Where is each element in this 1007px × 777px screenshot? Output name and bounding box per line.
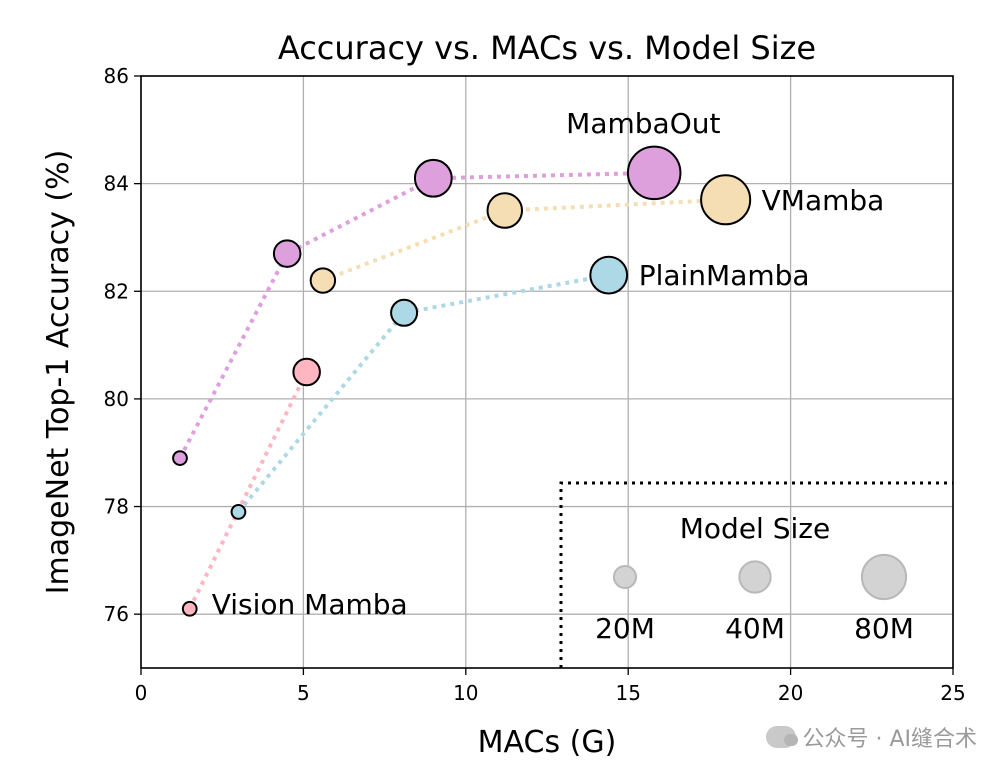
plot-frame [140, 75, 954, 669]
x-tick-label: 15 [615, 681, 640, 705]
y-tick-label: 76 [104, 602, 129, 626]
data-point [309, 267, 337, 294]
data-point [390, 298, 419, 327]
data-point [181, 600, 198, 617]
watermark-text: 公众号 · AI缝合术 [802, 727, 977, 752]
data-point [626, 145, 682, 201]
axes: 0 5 10 15 20 25 76 78 80 82 84 86 [104, 64, 966, 705]
data-point [413, 158, 453, 198]
series-line [236, 273, 610, 514]
y-tick-label: 78 [104, 495, 129, 519]
y-tick-label: 82 [104, 279, 129, 303]
series-lines [178, 170, 726, 610]
size-legend-label: 80M [854, 612, 914, 645]
series-line [178, 170, 655, 460]
series-labels: MambaOut VMamba PlainMamba Vision Mamba [212, 107, 885, 621]
x-tick-label: 0 [135, 681, 148, 705]
y-axis-title: ImageNet Top-1 Accuracy (%) [41, 150, 76, 595]
size-legend-title: Model Size [680, 512, 830, 545]
size-legend: Model Size 20M 40M 80M [559, 481, 953, 668]
data-point [172, 450, 188, 466]
size-legend-marker [738, 560, 772, 594]
data-point [486, 192, 524, 229]
x-tick-label: 10 [453, 681, 478, 705]
y-tick-label: 84 [104, 172, 129, 196]
data-point [700, 174, 752, 226]
chart-title: Accuracy vs. MACs vs. Model Size [278, 29, 816, 67]
series-label: PlainMamba [639, 259, 810, 292]
x-axis-title: MACs (G) [478, 725, 617, 760]
size-legend-label: 20M [595, 612, 655, 645]
series-points [172, 145, 752, 617]
series-label: MambaOut [566, 107, 720, 140]
wechat-icon [766, 726, 799, 748]
size-legend-marker [612, 564, 638, 590]
series-label: VMamba [762, 184, 885, 217]
series-line [322, 197, 726, 283]
y-tick-label: 80 [104, 387, 129, 411]
series-label: Vision Mamba [212, 588, 408, 621]
size-legend-marker [860, 553, 908, 601]
x-tick-label: 5 [297, 681, 310, 705]
data-point [272, 239, 302, 268]
data-point [292, 357, 321, 387]
x-tick-label: 20 [778, 681, 803, 705]
y-tick-label: 86 [104, 64, 129, 88]
size-legend-box [559, 481, 953, 668]
watermark: 公众号 · AI缝合术 [766, 721, 977, 753]
data-point [589, 255, 629, 295]
data-point [230, 504, 247, 520]
x-tick-label: 25 [940, 681, 965, 705]
size-legend-label: 40M [725, 612, 785, 645]
